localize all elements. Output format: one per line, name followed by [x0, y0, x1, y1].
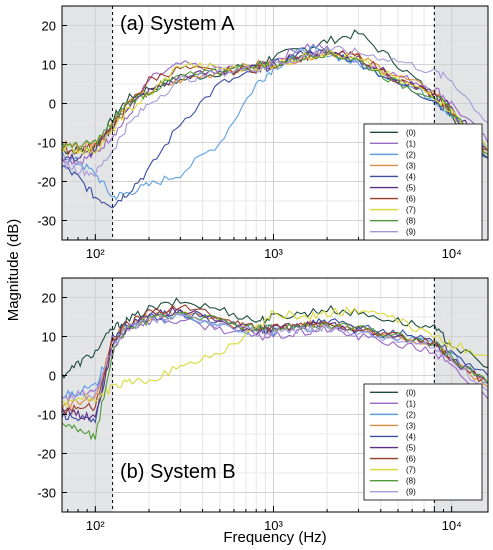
legend-label: (6)	[406, 455, 416, 464]
legend-label: (8)	[406, 217, 416, 226]
legend-label: (1)	[406, 139, 416, 148]
series-line-0	[61, 297, 489, 380]
legend-label: (8)	[406, 477, 416, 486]
plot-frame	[61, 5, 489, 241]
series-line-3	[61, 309, 489, 411]
series-group	[61, 29, 489, 209]
legend-label: (4)	[406, 172, 416, 181]
legend-label: (2)	[406, 410, 416, 419]
y-tick-label: 10	[42, 330, 56, 345]
chart-panel-a: -30 -20 -10 0 10 20 10² 10³ 10⁴ (a) System A (0) (1…	[37, 5, 489, 261]
y-tick-label: 10	[42, 58, 56, 73]
legend-label: (7)	[406, 466, 416, 475]
series-group	[61, 297, 489, 441]
legend-label: (5)	[406, 184, 416, 193]
y-tick-label: -10	[37, 136, 56, 151]
legend-label: (1)	[406, 399, 416, 408]
legend-label: (3)	[406, 421, 416, 430]
x-tick-label: 10⁴	[442, 246, 462, 261]
legend-label: (5)	[406, 444, 416, 453]
x-tick-label: 10²	[86, 246, 105, 261]
legend-label: (4)	[406, 432, 416, 441]
legend-label: (3)	[406, 161, 416, 170]
legend-box	[363, 383, 483, 501]
x-axis-label: Frequency (Hz)	[223, 529, 326, 546]
x-tick-label: 10³	[264, 246, 283, 261]
y-tick-label: -30	[37, 486, 56, 501]
y-tick-label: 0	[49, 97, 56, 112]
y-axis-label: Magnitude (dB)	[5, 219, 22, 322]
legend-label: (0)	[406, 388, 416, 397]
legend-label: (6)	[406, 195, 416, 204]
series-line-2	[61, 45, 489, 201]
legend-label: (0)	[406, 128, 416, 137]
chart-title: (b) System B	[120, 461, 236, 483]
legend-label: (2)	[406, 150, 416, 159]
legend-label: (9)	[406, 228, 416, 237]
y-tick-label: -20	[37, 447, 56, 462]
plot-frame	[61, 277, 489, 513]
x-tick-label: 10⁴	[442, 518, 462, 533]
legend: (0) (1) (2) (3) (4) (5) (6) (7) (8) (9)	[363, 123, 483, 241]
y-tick-label: -10	[37, 408, 56, 423]
y-tick-label: -30	[37, 214, 56, 229]
legend-label: (7)	[406, 206, 416, 215]
series-line-9	[61, 45, 489, 178]
y-tick-label: -20	[37, 175, 56, 190]
legend-box	[363, 123, 483, 241]
x-tick-label: 10³	[264, 518, 283, 533]
legend: (0) (1) (2) (3) (4) (5) (6) (7) (8) (9)	[363, 383, 483, 501]
y-tick-label: 20	[42, 19, 56, 34]
chart-title: (a) System A	[120, 13, 235, 35]
legend-label: (9)	[406, 488, 416, 497]
series-line-8	[61, 47, 489, 155]
series-line-9	[61, 313, 489, 402]
x-tick-label: 10²	[86, 518, 105, 533]
series-line-7	[61, 306, 489, 408]
y-tick-label: 20	[42, 291, 56, 306]
chart-panel-b: -30 -20 -10 0 10 20 10² 10³ 10⁴ (b) System B (0) (1…	[37, 277, 489, 533]
y-tick-label: 0	[49, 369, 56, 384]
